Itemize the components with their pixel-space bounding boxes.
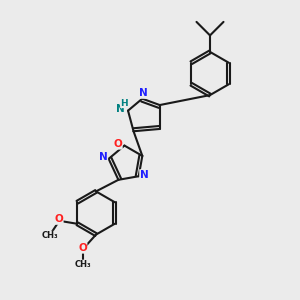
Text: O: O	[54, 214, 63, 224]
Text: H: H	[121, 99, 128, 108]
Text: N: N	[140, 88, 148, 98]
Text: CH₃: CH₃	[42, 231, 58, 240]
Text: O: O	[78, 243, 87, 253]
Text: O: O	[113, 139, 122, 149]
Text: N: N	[116, 104, 125, 114]
Text: N: N	[140, 170, 148, 180]
Text: N: N	[99, 152, 108, 162]
Text: CH₃: CH₃	[74, 260, 91, 269]
